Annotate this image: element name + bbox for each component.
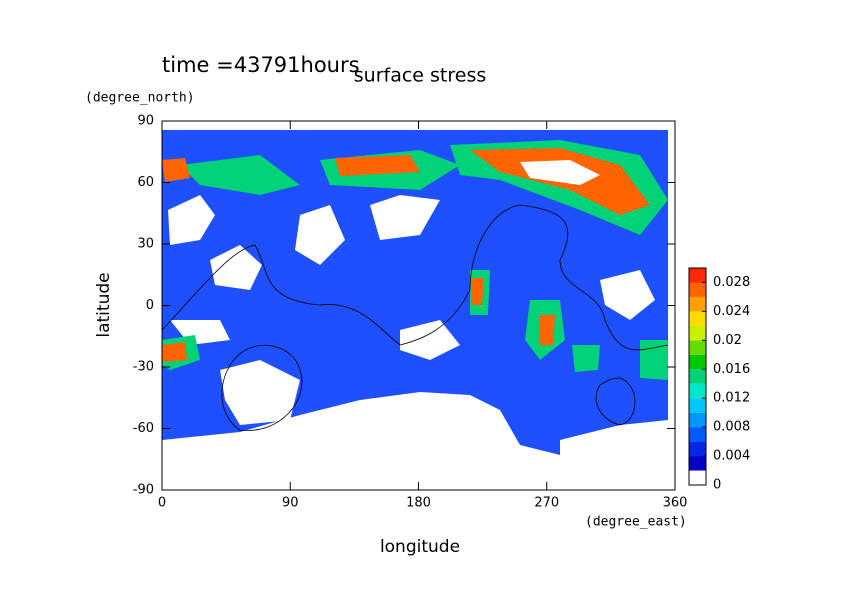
y-unit: (degree_north)	[85, 91, 195, 106]
colorbar-tick-label: 0.012	[713, 391, 750, 406]
y-tick-label: -30	[133, 360, 154, 375]
field	[161, 130, 669, 462]
colorbar-band	[689, 340, 706, 355]
x-unit: (degree_east)	[585, 515, 687, 530]
x-tick-label: 270	[534, 496, 559, 511]
x-tick-label: 360	[663, 496, 688, 511]
field-hole	[162, 392, 560, 462]
colorbar-band	[689, 354, 706, 370]
x-tick-label: 180	[406, 496, 431, 511]
colorbar-tick-label: 0.016	[713, 362, 750, 377]
colorbar-tick-label: 0.028	[713, 275, 750, 290]
colorbar-tick-label: 0.004	[713, 449, 750, 464]
y-axis-label: latitude	[94, 272, 114, 337]
x-tick-label: 90	[282, 496, 299, 511]
colorbar-band	[689, 311, 706, 326]
field-hole	[560, 420, 668, 462]
x-axis-label: longitude	[380, 537, 460, 557]
field-peak	[162, 148, 650, 362]
chart-title: surface stress	[354, 65, 487, 87]
y-tick-label: 90	[137, 114, 154, 129]
colorbar-tick-label: 0	[713, 478, 721, 493]
colorbar-frame	[688, 267, 707, 486]
colorbar-band	[689, 268, 706, 283]
y-tick-label: -90	[133, 483, 154, 498]
colorbar-band	[689, 383, 706, 399]
colorbar-band	[689, 470, 706, 485]
colorbar-band	[689, 412, 706, 428]
x-tick-label: 0	[158, 496, 166, 511]
chart-subtitle: time =43791hours	[162, 53, 360, 77]
y-tick-label: 60	[137, 175, 154, 190]
y-tick-label: 30	[137, 237, 154, 252]
colorbar-band	[689, 441, 706, 457]
y-tick-label: 0	[146, 298, 154, 313]
field-hole	[520, 160, 600, 185]
colorbar-band	[689, 296, 706, 312]
y-tick-label: -60	[133, 421, 154, 436]
colorbar-band	[689, 282, 706, 297]
colorbar-tick-label: 0.02	[713, 333, 742, 348]
colorbar-band	[689, 325, 706, 341]
colorbar-band	[689, 456, 706, 471]
colorbar-tick-label: 0.024	[713, 304, 750, 319]
colorbar-tick-label: 0.008	[713, 420, 750, 435]
coastline	[161, 204, 669, 431]
colorbar-band	[689, 369, 706, 384]
colorbar-band	[689, 398, 706, 413]
colorbar-band	[689, 427, 706, 442]
